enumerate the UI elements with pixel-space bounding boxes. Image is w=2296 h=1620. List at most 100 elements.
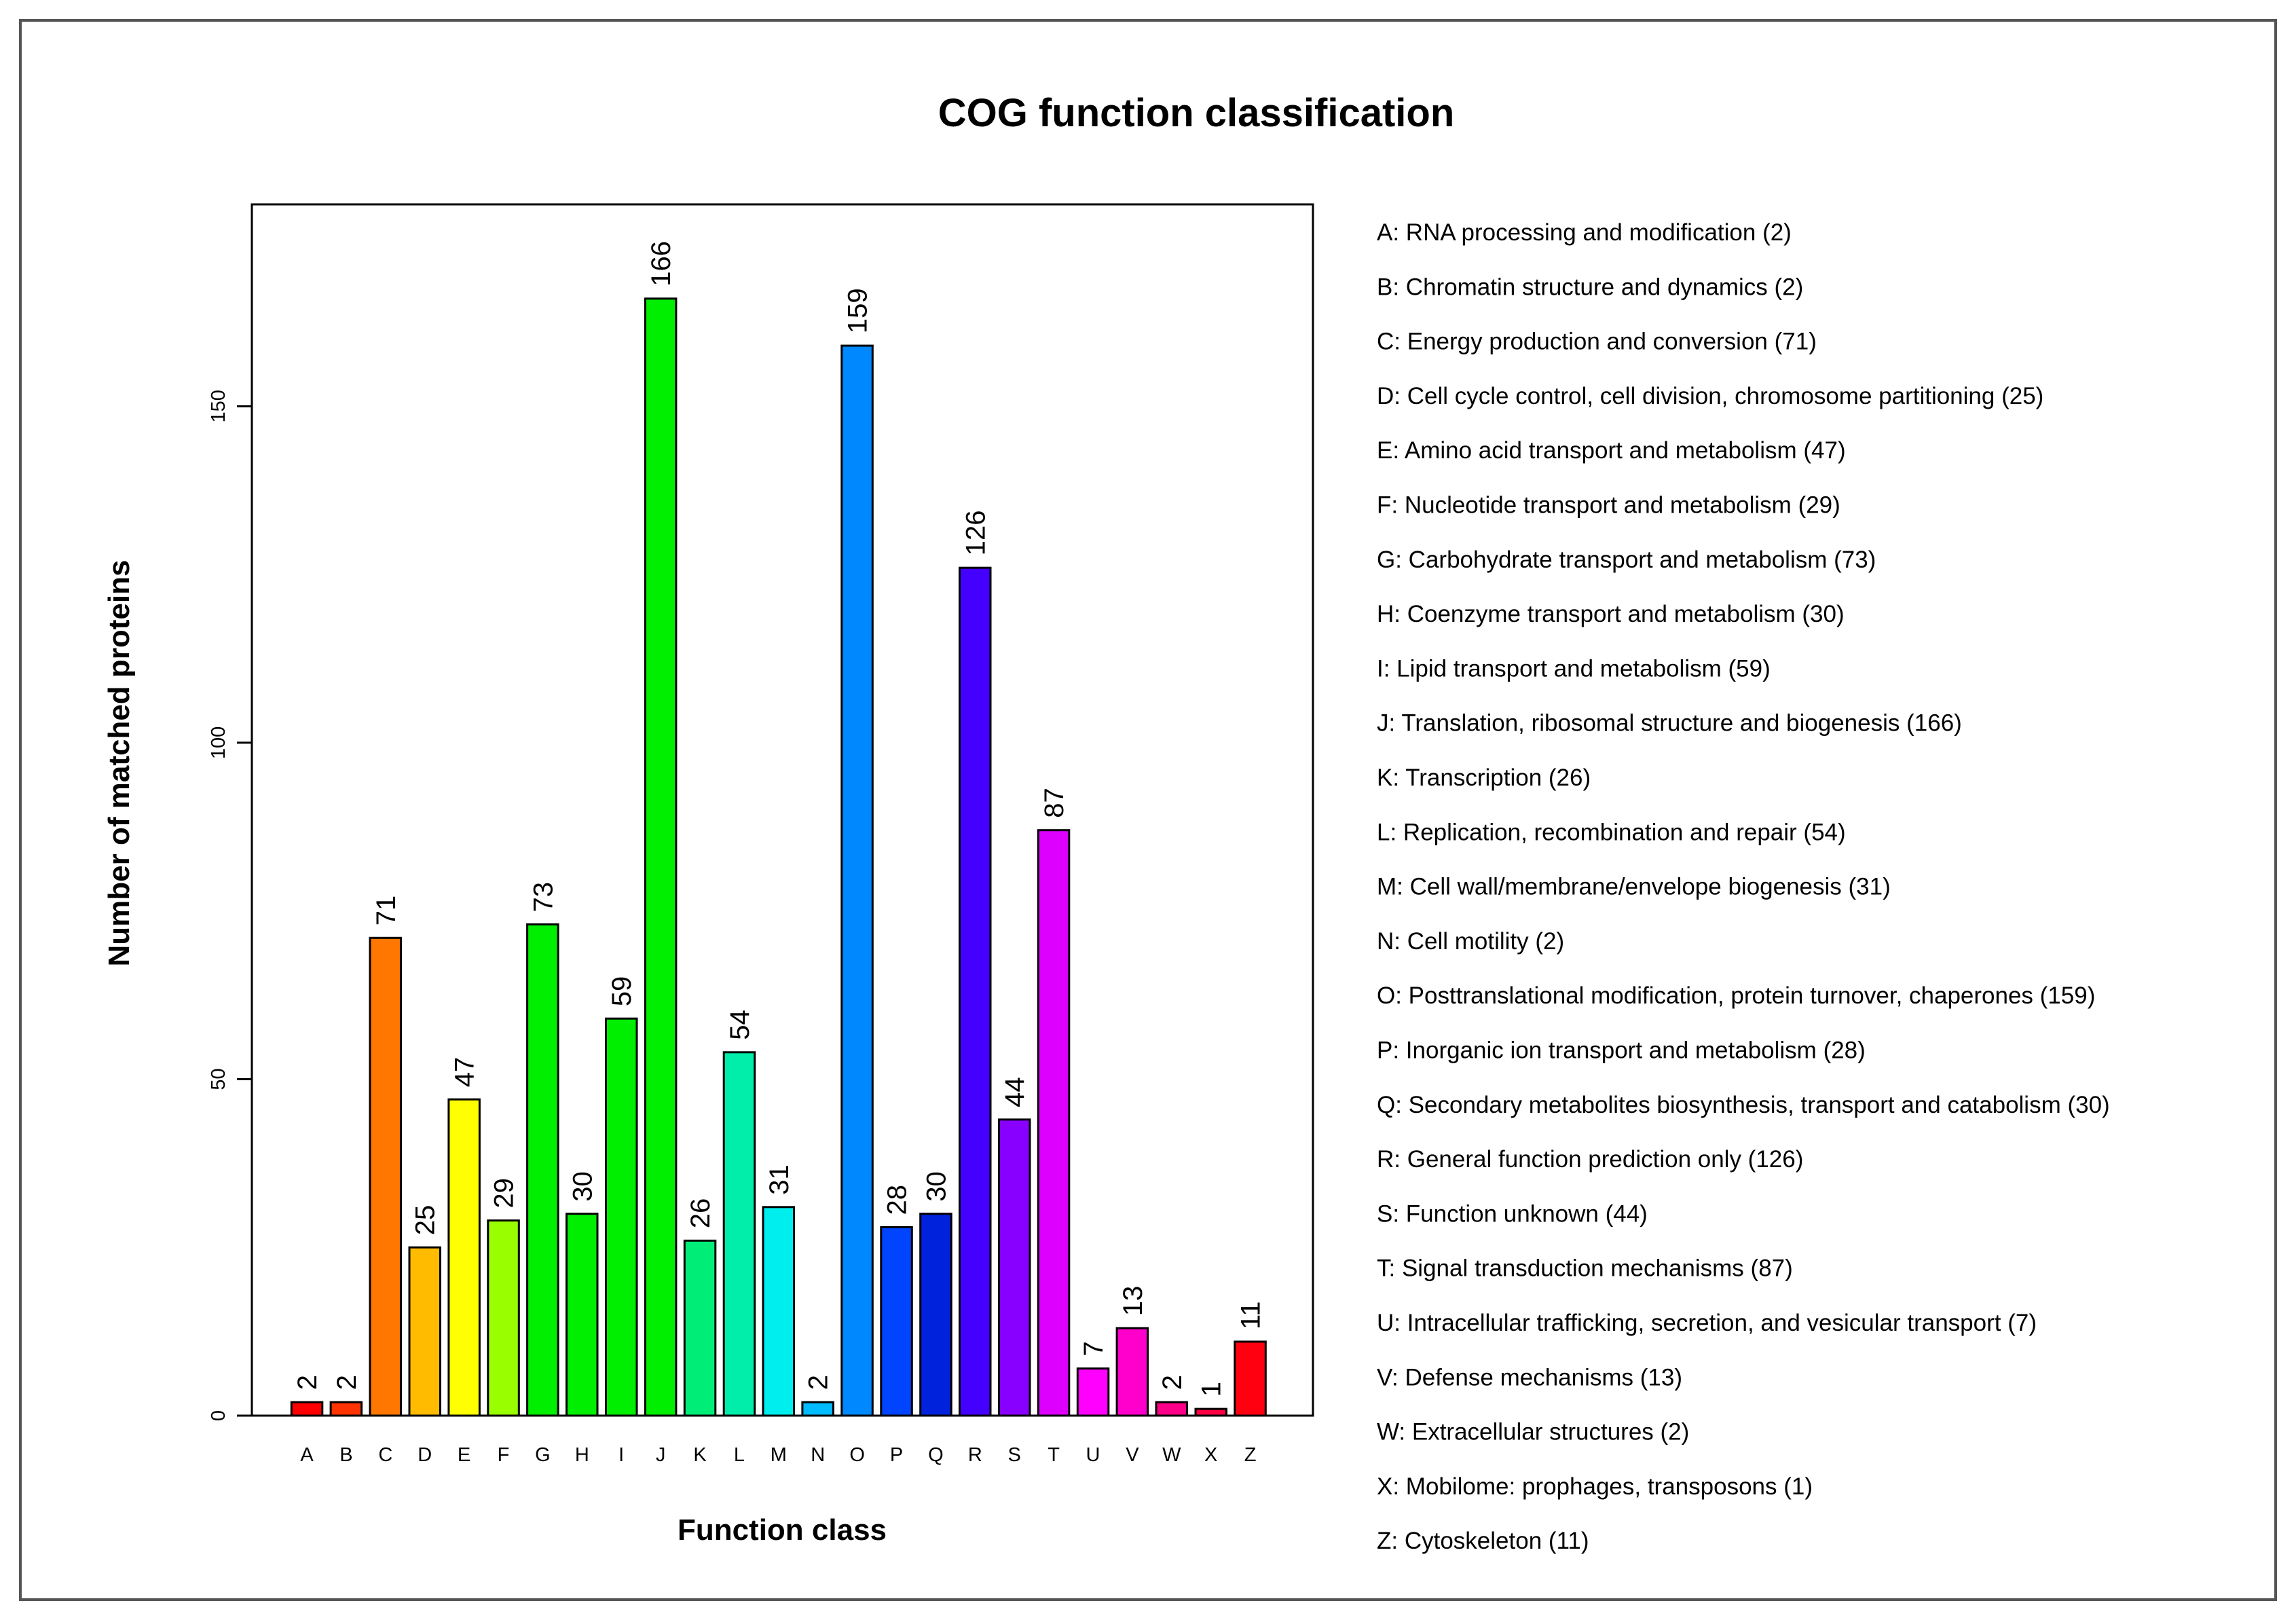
legend-item-K: K: Transcription (26) (1377, 765, 1591, 791)
legend-item-R: R: General function prediction only (126… (1377, 1146, 1803, 1173)
bar-H (566, 1213, 599, 1417)
bar-M (762, 1206, 795, 1417)
x-tick-label-X: X (1204, 1444, 1217, 1466)
bar-D (408, 1246, 441, 1417)
legend-item-D: D: Cell cycle control, cell division, ch… (1377, 383, 2043, 409)
legend-item-X: X: Mobilome: prophages, transposons (1) (1377, 1473, 1813, 1500)
bar-value-label-M: 31 (764, 1164, 794, 1195)
legend-item-C: C: Energy production and conversion (71) (1377, 329, 1817, 355)
bar-V (1115, 1327, 1149, 1417)
bar-value-label-Z: 11 (1236, 1301, 1266, 1329)
bar-value-label-P: 28 (883, 1185, 912, 1215)
legend-item-W: W: Extracellular structures (2) (1377, 1419, 1689, 1446)
y-tick-label: 150 (208, 390, 229, 422)
x-tick-label-H: H (575, 1444, 589, 1466)
x-tick-label-S: S (1008, 1444, 1021, 1466)
chart-title: COG function classification (938, 91, 1455, 135)
bar-E (447, 1098, 481, 1417)
bar-U (1076, 1367, 1110, 1417)
bar-value-label-U: 7 (1079, 1341, 1109, 1356)
bar-value-label-R: 126 (961, 510, 990, 555)
bar-value-label-X: 1 (1197, 1382, 1227, 1397)
bar-value-label-K: 26 (686, 1198, 716, 1229)
bar-value-label-H: 30 (568, 1171, 597, 1202)
x-tick-label-N: N (811, 1444, 825, 1466)
x-tick-label-G: G (535, 1444, 551, 1466)
y-tick-label: 0 (208, 1410, 229, 1421)
legend-item-O: O: Posttranslational modification, prote… (1377, 982, 2095, 1009)
x-tick-label-W: W (1162, 1444, 1181, 1466)
x-tick-label-Q: Q (928, 1444, 944, 1466)
x-tick-label-T: T (1048, 1444, 1060, 1466)
bar-Z (1234, 1340, 1267, 1417)
bar-value-label-L: 54 (725, 1010, 755, 1040)
bar-A (290, 1401, 324, 1417)
legend-item-N: N: Cell motility (2) (1377, 928, 1564, 955)
legend-item-U: U: Intracellular trafficking, secretion,… (1377, 1310, 2037, 1336)
x-tick-label-E: E (458, 1444, 470, 1466)
bar-value-label-C: 71 (371, 896, 401, 926)
bar-C (369, 936, 402, 1417)
x-tick-label-J: J (656, 1444, 666, 1466)
legend-item-L: L: Replication, recombination and repair… (1377, 819, 1846, 845)
plot-area: 0501001502A2B71C25D47E29F73G30H59I166J26… (208, 203, 1314, 1466)
x-tick-label-K: K (693, 1444, 707, 1466)
x-tick-label-V: V (1126, 1444, 1139, 1466)
legend-item-T: T: Signal transduction mechanisms (87) (1377, 1255, 1793, 1282)
bar-Q (919, 1213, 952, 1417)
bar-W (1155, 1401, 1188, 1417)
x-tick-label-A: A (300, 1444, 314, 1466)
bar-value-label-W: 2 (1158, 1375, 1187, 1390)
legend-item-V: V: Defense mechanisms (13) (1377, 1364, 1682, 1391)
bar-L (722, 1051, 756, 1417)
legend-item-S: S: Function unknown (44) (1377, 1200, 1648, 1227)
x-tick-label-L: L (734, 1444, 745, 1466)
legend-item-M: M: Cell wall/membrane/envelope biogenesi… (1377, 874, 1891, 900)
x-tick-label-Z: Z (1244, 1444, 1257, 1466)
legend-item-Q: Q: Secondary metabolites biosynthesis, t… (1377, 1092, 2110, 1118)
x-axis-title: Function class (678, 1513, 887, 1547)
x-tick-label-U: U (1086, 1444, 1100, 1466)
x-tick-label-O: O (849, 1444, 865, 1466)
bar-value-label-A: 2 (293, 1375, 322, 1390)
bar-value-label-T: 87 (1039, 788, 1069, 818)
legend-item-I: I: Lipid transport and metabolism (59) (1377, 655, 1771, 682)
legend-item-P: P: Inorganic ion transport and metabolis… (1377, 1037, 1866, 1064)
bar-value-label-D: 25 (411, 1205, 441, 1236)
y-axis-title: Number of matched proteins (103, 560, 136, 967)
y-tick-label: 100 (208, 726, 229, 759)
bar-value-label-B: 2 (332, 1375, 362, 1390)
legend-item-A: A: RNA processing and modification (2) (1377, 219, 1792, 246)
x-tick-label-D: D (418, 1444, 432, 1466)
bar-value-label-O: 159 (843, 288, 873, 333)
bar-X (1194, 1407, 1227, 1417)
y-tick-label: 50 (208, 1068, 229, 1090)
legend-item-Z: Z: Cytoskeleton (11) (1377, 1528, 1589, 1554)
legend-item-J: J: Translation, ribosomal structure and … (1377, 710, 1962, 737)
legend-item-B: B: Chromatin structure and dynamics (2) (1377, 274, 1803, 300)
x-tick-label-I: I (618, 1444, 624, 1466)
legend-item-G: G: Carbohydrate transport and metabolism… (1377, 547, 1876, 573)
bar-value-label-J: 166 (646, 241, 676, 287)
bar-T (1037, 829, 1071, 1417)
x-tick-label-F: F (498, 1444, 510, 1466)
bar-N (801, 1401, 834, 1417)
x-tick-label-R: R (968, 1444, 982, 1466)
bar-value-label-S: 44 (1000, 1077, 1030, 1107)
bar-R (959, 566, 992, 1417)
legend: A: RNA processing and modification (2) B:… (1377, 219, 2110, 1554)
bar-value-label-G: 73 (528, 882, 558, 913)
bar-O (840, 344, 874, 1417)
bar-value-label-V: 13 (1118, 1286, 1148, 1317)
bar-I (605, 1017, 638, 1417)
bar-value-label-F: 29 (489, 1178, 519, 1209)
bar-value-label-E: 47 (450, 1057, 480, 1088)
x-tick-label-P: P (890, 1444, 903, 1466)
bar-S (998, 1118, 1031, 1417)
x-tick-label-M: M (771, 1444, 787, 1466)
bar-value-label-I: 59 (607, 976, 637, 1007)
legend-item-F: F: Nucleotide transport and metabolism (… (1377, 492, 1840, 519)
legend-item-E: E: Amino acid transport and metabolism (… (1377, 437, 1846, 464)
bar-value-label-N: 2 (804, 1375, 834, 1390)
x-tick-label-B: B (339, 1444, 352, 1466)
